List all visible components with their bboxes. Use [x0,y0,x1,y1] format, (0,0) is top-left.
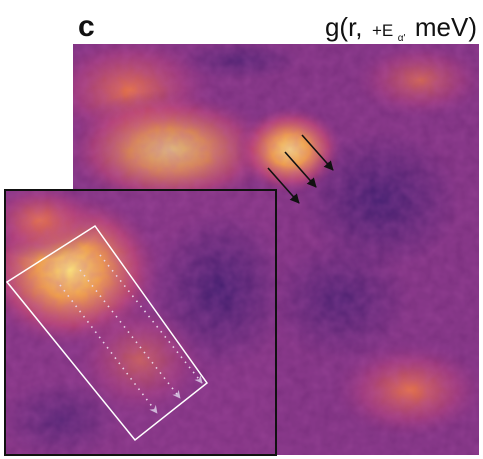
title-suffix: meV) [415,12,477,42]
panel-label: c [78,10,95,43]
title-prefix: g(r, [325,12,363,42]
map-title: g(r, +E α' meV) [325,12,477,45]
inset-map [0,180,290,459]
title-energy: +E [372,21,393,40]
title-subscript: α' [398,33,406,44]
figure: c g(r, +E α' meV) [0,0,483,459]
figure-panel: c g(r, +E α' meV) [0,0,483,459]
